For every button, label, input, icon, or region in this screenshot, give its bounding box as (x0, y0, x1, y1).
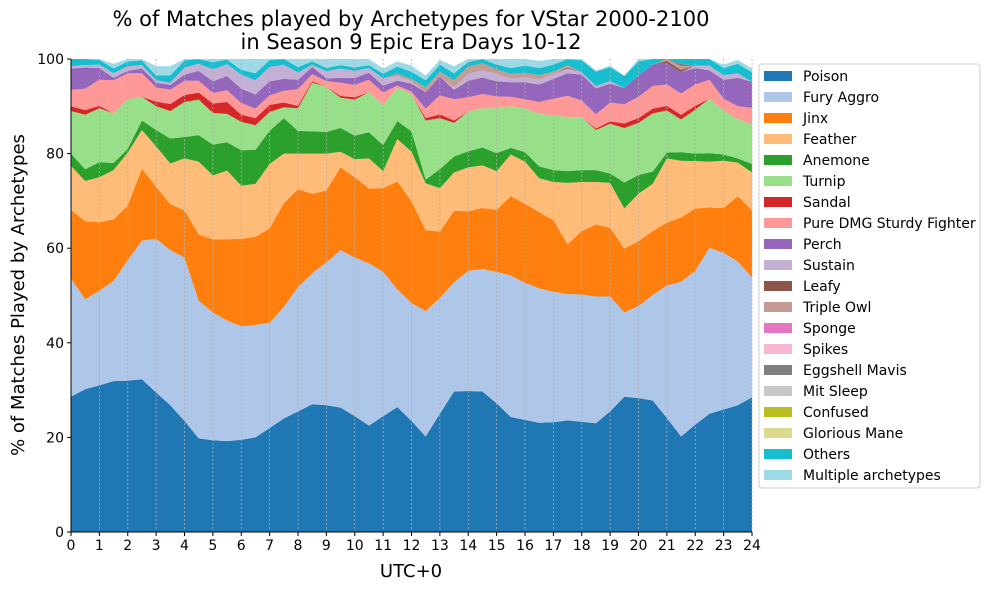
area-series-sandal (71, 81, 752, 130)
x-tick-label: 8 (294, 538, 303, 554)
x-tick-label: 17 (544, 538, 562, 554)
legend-swatch (764, 218, 792, 228)
x-axis-label: UTC+0 (380, 561, 442, 582)
legend-swatch (764, 197, 792, 207)
legend-swatch (764, 386, 792, 396)
y-tick-label: 100 (37, 52, 64, 68)
legend-swatch (764, 239, 792, 249)
y-tick-label: 40 (46, 336, 64, 352)
x-tick-label: 9 (322, 538, 331, 554)
legend-label: Jinx (802, 111, 828, 127)
legend-label: Sandal (803, 195, 851, 211)
legend-label: Mit Sleep (803, 384, 868, 400)
x-tick-label: 2 (123, 538, 132, 554)
chart-title: % of Matches played by Archetypes for VS… (113, 7, 710, 54)
x-axis-ticks: 0 1 2 3 4 5 6 7 8 9 10 11 12 13 14 15 16 17 18 19 20 21 22 23 24 (67, 532, 761, 554)
legend-swatch (764, 113, 792, 123)
x-tick-label: 22 (686, 538, 704, 554)
x-tick-label: 21 (658, 538, 676, 554)
legend-swatch (764, 428, 792, 438)
legend-label: Spikes (803, 342, 848, 358)
legend-swatch (764, 71, 792, 81)
legend: Poison Fury Aggro Jinx Feather Anemone Turnip… (758, 63, 981, 489)
legend-label: Turnip (802, 174, 846, 190)
x-tick-label: 15 (488, 538, 506, 554)
area-series-feather (71, 129, 752, 249)
x-tick-label: 14 (459, 538, 477, 554)
legend-label: Leafy (803, 279, 841, 295)
legend-swatch (764, 281, 792, 291)
x-tick-label: 18 (573, 538, 591, 554)
legend-swatch (764, 155, 792, 165)
y-axis-ticks: 0 20 40 60 80 100 (37, 52, 71, 541)
area-series-pure-dmg-sturdy-fighter (71, 73, 752, 129)
y-tick-label: 80 (46, 147, 64, 163)
legend-label: Poison (803, 69, 848, 85)
legend-swatch (764, 407, 792, 417)
legend-label: Glorious Mane (803, 426, 903, 442)
area-series-turnip (71, 82, 752, 183)
x-tick-label: 24 (743, 538, 761, 554)
legend-swatch (764, 323, 792, 333)
x-tick-label: 12 (403, 538, 421, 554)
area-series-jinx (71, 167, 752, 327)
legend-label: Sustain (803, 258, 855, 274)
x-tick-label: 10 (346, 538, 364, 554)
chart-title-line: in Season 9 Epic Era Days 10-12 (241, 30, 582, 54)
x-tick-label: 16 (516, 538, 534, 554)
legend-label: Sponge (803, 321, 856, 337)
legend-swatch (764, 449, 792, 459)
legend-box (758, 63, 981, 489)
legend-label: Multiple archetypes (803, 468, 941, 484)
x-tick-label: 23 (715, 538, 733, 554)
legend-swatch (764, 344, 792, 354)
legend-swatch (764, 365, 792, 375)
legend-label: Fury Aggro (803, 90, 879, 106)
x-tick-label: 1 (95, 538, 104, 554)
chart-title-line: % of Matches played by Archetypes for VS… (113, 7, 710, 31)
legend-swatch (764, 134, 792, 144)
legend-label: Confused (803, 405, 869, 421)
y-tick-label: 0 (55, 525, 64, 541)
legend-swatch (764, 260, 792, 270)
y-tick-label: 60 (46, 241, 64, 257)
vertical-gridlines (70, 59, 753, 532)
legend-label: Pure DMG Sturdy Fighter (803, 216, 976, 232)
x-tick-label: 0 (67, 538, 76, 554)
x-tick-label: 5 (208, 538, 217, 554)
x-tick-label: 6 (237, 538, 246, 554)
legend-swatch (764, 302, 792, 312)
x-tick-label: 7 (265, 538, 274, 554)
legend-swatch (764, 470, 792, 480)
x-tick-label: 4 (180, 538, 189, 554)
legend-label: Triple Owl (802, 300, 871, 316)
x-tick-label: 3 (152, 538, 161, 554)
y-tick-label: 20 (46, 430, 64, 446)
legend-label: Eggshell Mavis (803, 363, 907, 379)
y-axis-label: % of Matches Played by Archetypes (8, 134, 29, 456)
area-series-sustain (71, 63, 752, 95)
legend-label: Others (803, 447, 850, 463)
legend-label: Perch (803, 237, 842, 253)
legend-swatch (764, 176, 792, 186)
x-tick-label: 19 (601, 538, 619, 554)
legend-swatch (764, 92, 792, 102)
x-tick-label: 20 (630, 538, 648, 554)
legend-label: Feather (803, 132, 856, 148)
x-tick-label: 13 (431, 538, 449, 554)
legend-label: Anemone (803, 153, 870, 169)
x-tick-label: 11 (374, 538, 392, 554)
area-series-others (71, 59, 752, 88)
